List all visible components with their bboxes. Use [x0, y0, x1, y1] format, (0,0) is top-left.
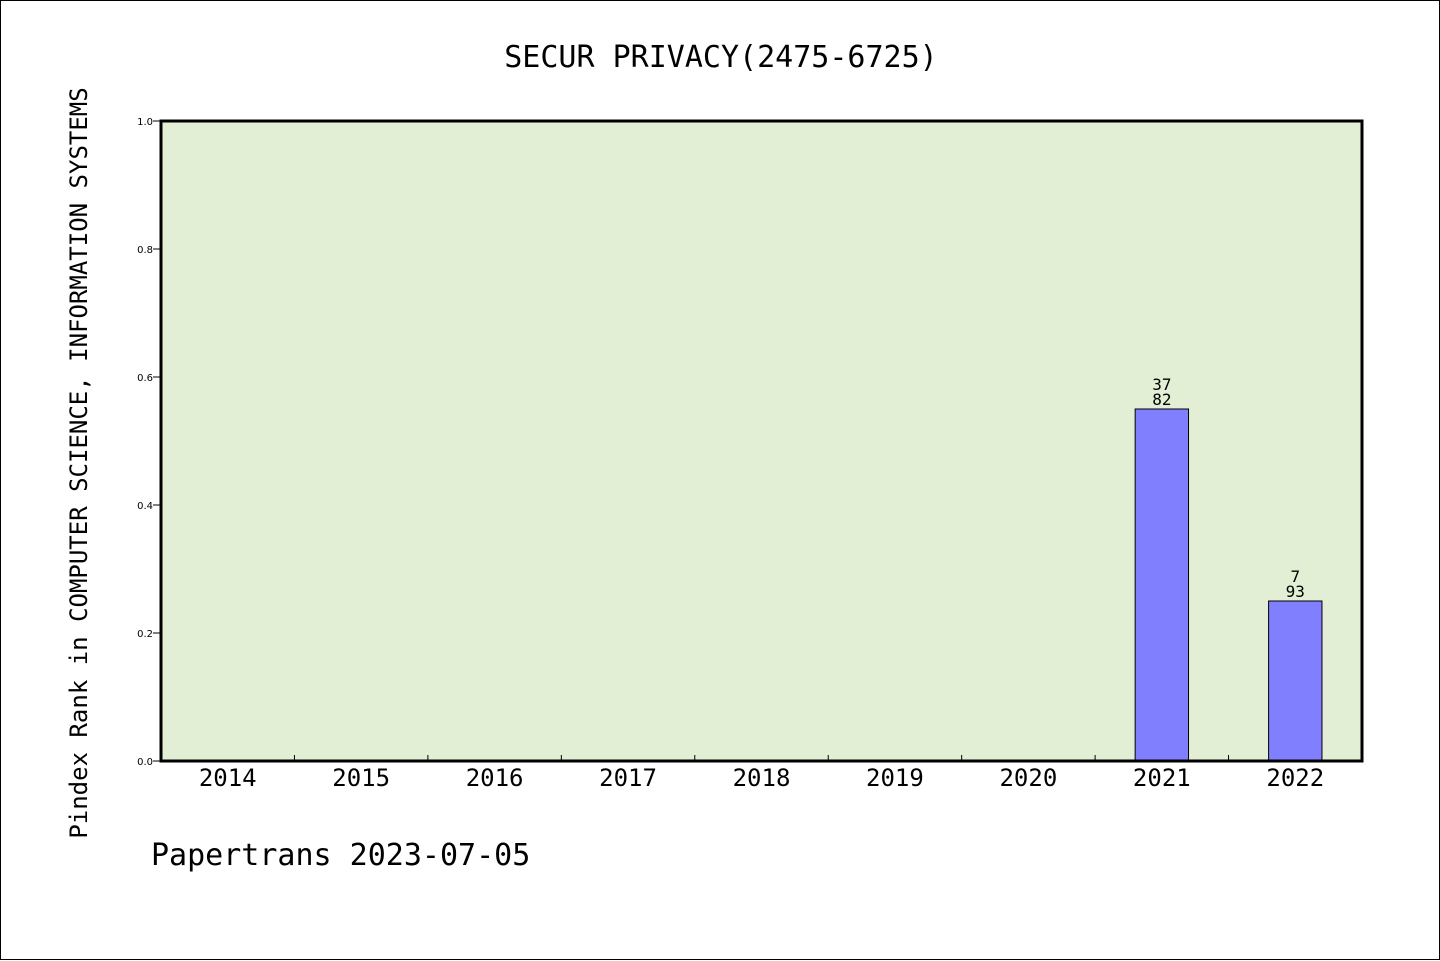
x-tick-label: 2019	[866, 764, 924, 792]
x-tick-label: 2020	[999, 764, 1057, 792]
bar-2022	[1268, 600, 1323, 762]
plot-border	[159, 119, 1364, 763]
chart-title: SECUR PRIVACY(2475-6725)	[504, 40, 937, 75]
bar-label-top: 37	[1152, 375, 1171, 394]
y-tick-label: 0.6	[137, 373, 153, 384]
x-tick-label: 2021	[1133, 764, 1191, 792]
y-tick-label: 1.0	[137, 117, 153, 128]
x-tick-label: 2015	[332, 764, 390, 792]
x-tick-label: 2014	[199, 764, 257, 792]
y-tick-label: 0.0	[137, 757, 153, 768]
y-tick-label: 0.8	[137, 245, 153, 256]
bar-label-bottom: 82	[1152, 390, 1171, 409]
y-axis-ticks: 0.0 0.2 0.4 0.6 0.8 1.0	[137, 117, 161, 768]
x-tick-label: 2022	[1266, 764, 1324, 792]
x-tick-label: 2018	[733, 764, 791, 792]
y-tick-label: 0.4	[137, 501, 153, 512]
x-tick-label: 2016	[466, 764, 524, 792]
bar-label-top: 7	[1290, 567, 1300, 586]
y-tick-label: 0.2	[137, 629, 153, 640]
footer-stamp: Papertrans 2023-07-05	[151, 838, 530, 873]
x-axis-ticks: 2014 2015 2016 2017 2018 2019 2020 2021 2022	[199, 755, 1324, 792]
bar-2021	[1134, 408, 1190, 762]
bar-label-bottom: 93	[1286, 582, 1305, 601]
y-axis-label: Pindex Rank in COMPUTER SCIENCE, INFORMA…	[65, 87, 93, 838]
x-tick-label: 2017	[599, 764, 657, 792]
